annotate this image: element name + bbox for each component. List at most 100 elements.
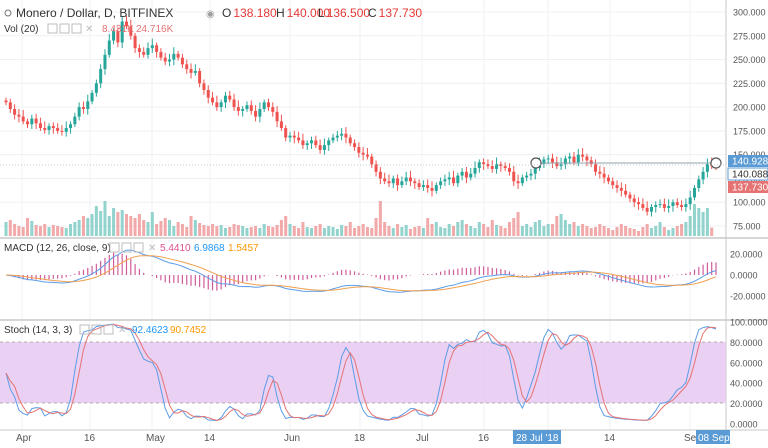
- candle-body: [581, 154, 585, 157]
- macd-axis[interactable]: 20.0000 0.0000 -20.0000: [730, 250, 766, 302]
- candle-body: [378, 171, 382, 179]
- candle-body: [550, 158, 554, 163]
- settings-icon[interactable]: [121, 242, 132, 253]
- candle-body: [202, 83, 206, 90]
- volume-bar: [142, 220, 146, 236]
- volume-bar: [477, 222, 481, 236]
- candle-body: [103, 54, 107, 70]
- volume-bar: [129, 216, 133, 236]
- candle-body: [374, 164, 378, 172]
- eye-icon[interactable]: ◉: [206, 9, 215, 20]
- candle-body: [628, 194, 632, 199]
- candle-body: [645, 207, 649, 212]
- candle-body: [279, 121, 283, 129]
- candle-body: [413, 181, 417, 184]
- candle-body: [477, 162, 481, 168]
- volume-bar: [120, 210, 124, 236]
- volume-bar: [662, 227, 666, 236]
- candle-body: [155, 45, 159, 52]
- visibility-icon[interactable]: [47, 23, 58, 34]
- volume-bar: [550, 224, 554, 236]
- volume-bar: [516, 212, 520, 236]
- stoch-axis[interactable]: 100.0000 80.0000 60.0000 40.0000 20.0000 0.00…: [730, 318, 768, 430]
- volume-bar: [671, 228, 675, 236]
- candle-body: [430, 187, 434, 191]
- candle-body: [365, 154, 369, 157]
- volume-legend[interactable]: Vol (20) ✕ 8.431K 24.716K: [4, 23, 174, 35]
- close-icon[interactable]: ✕: [118, 325, 126, 336]
- candle-body: [26, 121, 30, 125]
- candle-body: [228, 95, 232, 100]
- volume-bar: [525, 224, 529, 236]
- settings-icon[interactable]: [59, 23, 70, 34]
- macd-hist-value: 1.5457: [228, 243, 259, 254]
- candle-body: [503, 166, 507, 168]
- volume-bar: [512, 218, 516, 236]
- stoch-d-line: [5, 323, 717, 421]
- candle-body: [353, 143, 357, 148]
- volume-bar: [503, 228, 507, 236]
- source-icon[interactable]: [71, 23, 82, 34]
- candle-body: [331, 137, 335, 141]
- source-icon[interactable]: [103, 324, 114, 335]
- candle-body: [69, 124, 73, 129]
- time-axis[interactable]: Apr 16 May 14 Jun 18 Jul 16 14 Sep: [16, 433, 702, 444]
- candle-body: [211, 97, 215, 103]
- visibility-icon[interactable]: [79, 324, 90, 335]
- volume-bar: [538, 220, 542, 236]
- candle-body: [258, 109, 262, 117]
- volume-bar: [327, 226, 331, 236]
- source-icon[interactable]: [133, 242, 144, 253]
- indicator-controls-vol[interactable]: ✕: [47, 23, 93, 35]
- price-tag-2: 140.088: [727, 167, 768, 181]
- candle-body: [4, 100, 8, 103]
- visibility-icon[interactable]: [109, 242, 120, 253]
- candle-body: [533, 167, 537, 174]
- ray-handle-end[interactable]: [710, 157, 722, 169]
- candle-body: [404, 177, 408, 182]
- candle-body: [460, 171, 464, 176]
- candle-body: [598, 171, 602, 174]
- candle-body: [168, 59, 172, 62]
- volume-bar: [331, 227, 335, 236]
- volume-bar: [305, 227, 309, 236]
- candle-body: [288, 135, 292, 138]
- volume-bar: [249, 227, 253, 236]
- candle-body: [146, 48, 150, 55]
- volume-bar: [624, 226, 628, 236]
- candle-body: [490, 166, 494, 169]
- volume-bar: [284, 216, 288, 236]
- volume-bar: [598, 224, 602, 236]
- candle-body: [318, 145, 322, 150]
- price-axis[interactable]: 300.000 275.000 250.000 225.000 200.000 175.0…: [733, 8, 766, 232]
- macd-legend[interactable]: MACD (12, 26, close, 9) ✕ 5.4410 6.9868 …: [4, 242, 259, 254]
- volume-bar: [335, 229, 339, 236]
- volume-bar: [546, 224, 550, 236]
- time-tick-label: 18: [354, 433, 366, 444]
- header-legend[interactable]: Monero / Dollar, D, BITFINEX ◉ O 138.180 …: [4, 6, 422, 20]
- volume-bar: [202, 225, 206, 236]
- candle-body: [56, 128, 60, 131]
- volume-bar: [275, 225, 279, 236]
- candle-body: [486, 164, 490, 167]
- candle-body: [447, 177, 451, 180]
- close-icon[interactable]: ✕: [85, 24, 93, 35]
- close-icon[interactable]: ✕: [148, 243, 156, 254]
- candle-body: [516, 181, 520, 184]
- candle-body: [675, 202, 679, 206]
- candle-body: [387, 181, 391, 184]
- stoch-legend[interactable]: Stoch (14, 3, 3) ✕ 92.4623 90.7452: [4, 324, 207, 336]
- candle-body: [641, 204, 645, 208]
- ohlc-close: C 137.730: [368, 6, 422, 20]
- candle-body: [348, 137, 352, 144]
- candle-body: [611, 181, 615, 186]
- ray-handle-start[interactable]: [530, 157, 542, 169]
- settings-icon[interactable]: [91, 324, 102, 335]
- volume-bar: [288, 224, 292, 236]
- candle-body: [529, 173, 533, 176]
- volume-bar: [641, 227, 645, 236]
- volume-bar: [150, 212, 154, 236]
- candle-body: [697, 179, 701, 188]
- candle-body: [396, 178, 400, 186]
